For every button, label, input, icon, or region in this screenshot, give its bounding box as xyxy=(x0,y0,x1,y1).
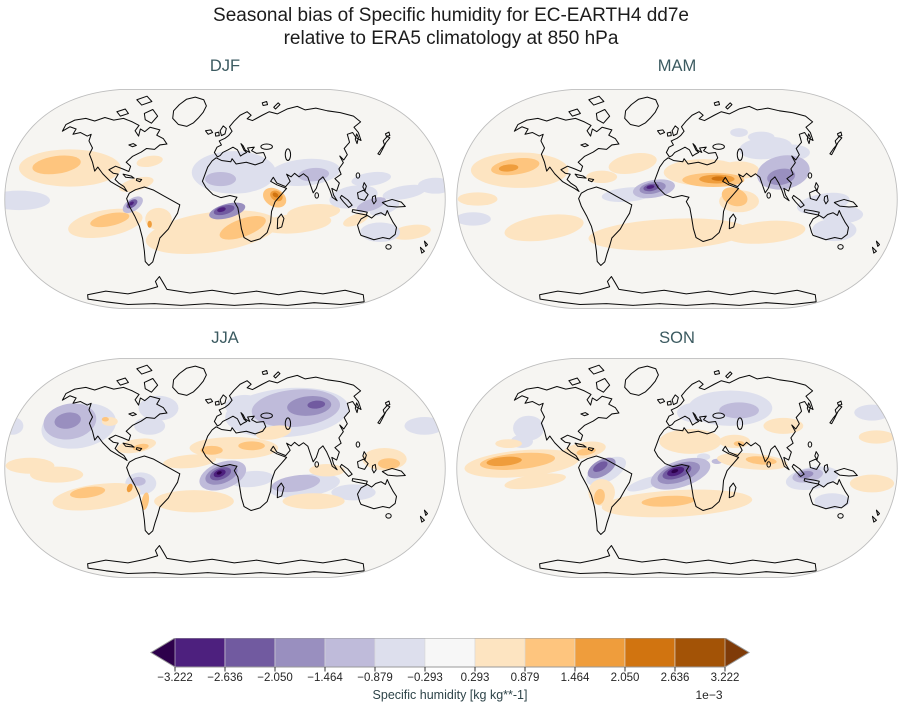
bias-shading-mam xyxy=(456,95,881,306)
colorbar-tick-label: 1.464 xyxy=(560,672,590,684)
colorbar-tick-label: −3.222 xyxy=(157,672,193,684)
colorbar-tick-label: 2.636 xyxy=(660,672,690,684)
map-jja xyxy=(4,358,446,578)
colorbar-multiplier: 1e−3 xyxy=(695,688,723,702)
colorbar xyxy=(150,638,750,672)
colorbar-tick-label: −0.293 xyxy=(407,672,443,684)
panel-title-djf: DJF xyxy=(209,57,241,75)
map-mam xyxy=(456,89,898,309)
colorbar-tick-label: −2.050 xyxy=(257,672,293,684)
colorbar-tick-label: 2.050 xyxy=(610,672,640,684)
bias-shading-son xyxy=(464,364,895,575)
bias-shading-jja xyxy=(4,364,445,575)
colorbar-tick-label: 0.293 xyxy=(460,672,490,684)
colorbar-tick-label: −0.879 xyxy=(357,672,393,684)
panel-title-mam: MAM xyxy=(657,57,697,75)
colorbar-tick-label: −2.636 xyxy=(207,672,243,684)
figure-title-line2: relative to ERA5 climatology at 850 hPa xyxy=(283,28,619,49)
map-djf xyxy=(4,89,446,309)
figure-title-line1: Seasonal bias of Specific humidity for E… xyxy=(213,5,689,26)
colorbar-tick-label: 3.222 xyxy=(710,672,740,684)
colorbar-tick-label: 0.879 xyxy=(510,672,540,684)
panel-title-son: SON xyxy=(659,329,695,347)
colorbar-tick-labels: −3.222 −2.636 −2.050 −1.464 −0.879 −0.293 0.29… xyxy=(150,672,750,687)
colorbar-label: Specific humidity [kg kg**-1] xyxy=(372,688,528,702)
map-son xyxy=(456,358,898,578)
bias-shading-djf xyxy=(4,95,446,306)
colorbar-tick-label: −1.464 xyxy=(307,672,343,684)
panel-title-jja: JJA xyxy=(211,329,239,347)
